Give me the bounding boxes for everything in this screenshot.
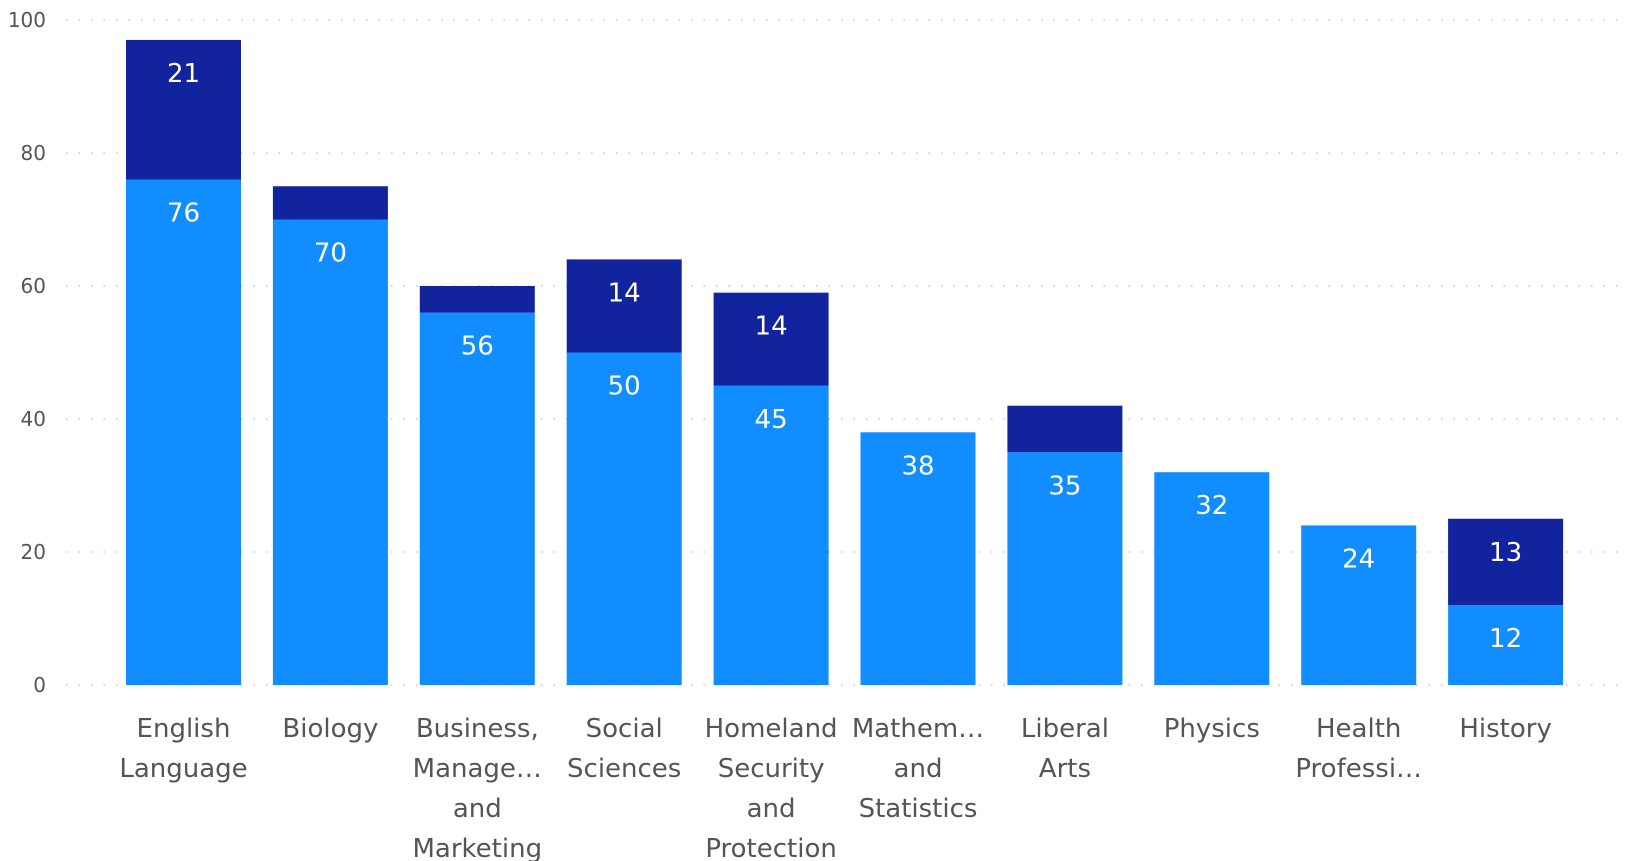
- x-category-label-line: Arts: [1039, 754, 1091, 784]
- gridlines: 0 20 40 60 80 100: [8, 8, 1622, 697]
- x-category-label: Homeland Security and Protection: [705, 714, 838, 861]
- bar-segment: [713, 385, 829, 685]
- y-tick-label: 0: [33, 673, 46, 697]
- bar-segment: [126, 39, 241, 180]
- bar-segment: [566, 259, 682, 353]
- data-label: 24: [1342, 544, 1375, 574]
- x-category-label-line: Statistics: [859, 794, 978, 824]
- data-label: 50: [608, 372, 641, 402]
- bar-segment: [566, 352, 682, 685]
- data-label: 14: [608, 278, 641, 308]
- x-category-label-line: Protection: [705, 834, 837, 861]
- x-category-label-line: Sciences: [567, 754, 681, 784]
- x-category-label: History: [1459, 714, 1552, 744]
- x-category-label: Health Professi…: [1295, 714, 1422, 784]
- x-category-label-line: and: [747, 794, 796, 824]
- x-category-label-line: English: [137, 714, 231, 744]
- data-label: 76: [167, 199, 200, 229]
- bar-segment: [1448, 605, 1564, 685]
- bar-segment: [860, 432, 976, 685]
- x-category-label-line: Mathem…: [852, 714, 984, 744]
- bar-segment: [1301, 525, 1417, 685]
- x-category-label-line: Physics: [1164, 714, 1260, 744]
- x-category-label: English Language: [119, 714, 247, 784]
- bar-segment: [1007, 452, 1123, 685]
- x-category-label-line: and: [453, 794, 502, 824]
- x-category-label-line: Health: [1316, 714, 1401, 744]
- data-label: 38: [901, 451, 934, 481]
- y-tick-label: 60: [21, 274, 46, 298]
- bar-segment: [1154, 472, 1270, 685]
- y-tick-label: 100: [8, 8, 46, 32]
- x-category-label-line: Professi…: [1295, 754, 1422, 784]
- x-category-label-line: Social: [586, 714, 663, 744]
- x-category-label-line: Security: [718, 754, 825, 784]
- x-category-label: Liberal Arts: [1021, 714, 1109, 784]
- bar-segment: [272, 219, 388, 685]
- data-label: 12: [1489, 624, 1522, 654]
- data-label: 70: [314, 239, 347, 269]
- x-category-label: Biology: [282, 714, 378, 744]
- x-category-label-line: Marketing: [413, 834, 543, 861]
- data-label: 21: [167, 59, 200, 89]
- bar-segment: [713, 292, 829, 386]
- bar-segment: [1448, 518, 1564, 606]
- bar-segment: [126, 179, 241, 685]
- data-label: 14: [755, 312, 788, 342]
- bar-segment: [419, 312, 535, 685]
- x-category-label-line: History: [1459, 714, 1552, 744]
- x-category-label: Mathem… and Statistics: [852, 714, 984, 824]
- data-label: 32: [1195, 491, 1228, 521]
- x-category-label-line: Liberal: [1021, 714, 1109, 744]
- y-tick-label: 40: [21, 407, 46, 431]
- bar-segment: [272, 186, 388, 220]
- data-label: 35: [1048, 471, 1081, 501]
- x-category-label-line: Business,: [416, 714, 539, 744]
- bar-segment: [1007, 405, 1123, 453]
- x-category-label-line: and: [894, 754, 943, 784]
- x-category-label: Business, Manage… and Marketing: [413, 714, 543, 861]
- y-tick-label: 80: [21, 141, 46, 165]
- data-label: 13: [1489, 538, 1522, 568]
- data-label: 45: [755, 405, 788, 435]
- x-category-label: Social Sciences: [567, 714, 681, 784]
- x-category-label-line: Biology: [282, 714, 378, 744]
- bar-segment: [419, 286, 535, 313]
- x-category-label-line: Homeland: [705, 714, 838, 744]
- x-category-label-line: Manage…: [413, 754, 542, 784]
- bars: 76 21 70 56 50 14 45 14 38 35 32 24 12 13: [126, 39, 1564, 685]
- x-category-label-line: Language: [119, 754, 247, 784]
- data-label: 56: [461, 332, 494, 362]
- x-category-label: Physics: [1164, 714, 1260, 744]
- y-tick-label: 20: [21, 540, 46, 564]
